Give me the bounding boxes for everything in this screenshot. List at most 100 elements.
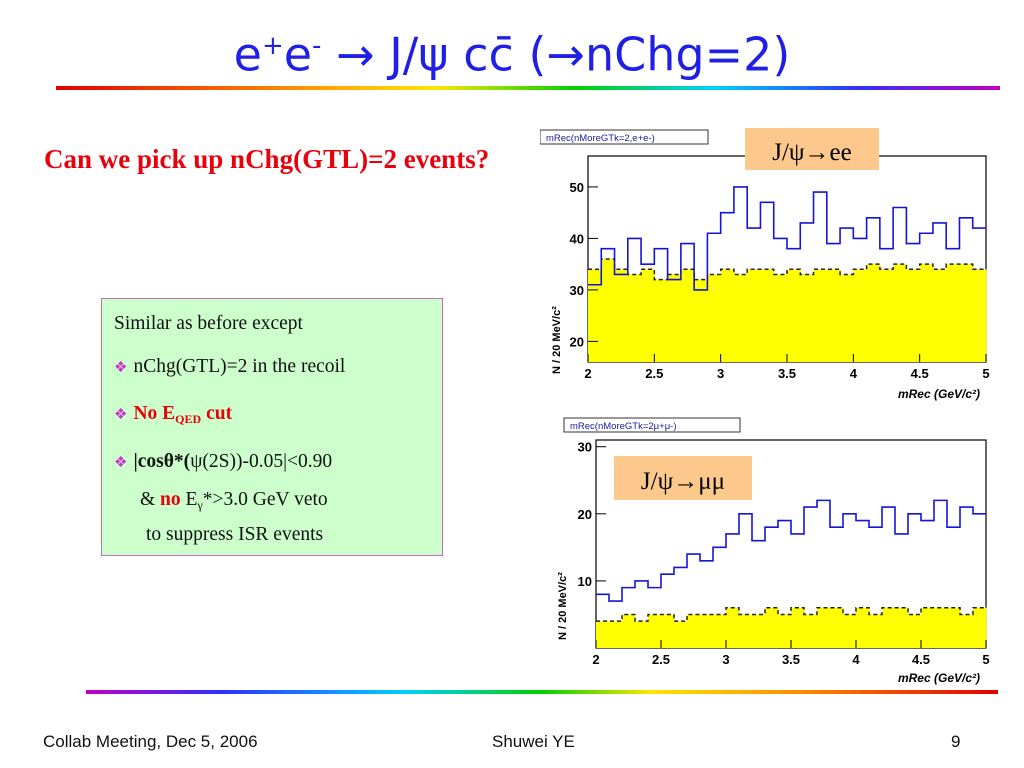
background-bin <box>726 607 740 648</box>
background-bin <box>752 614 766 648</box>
decay-label: J/ψ→μμ <box>641 468 725 495</box>
background-bin <box>946 264 960 362</box>
background-bin <box>908 614 922 648</box>
background-bin <box>934 607 948 648</box>
background-bin <box>879 269 894 362</box>
background-bin <box>906 269 921 362</box>
box-line-6: to suppress ISR events <box>146 524 324 545</box>
y-axis-label: N / 20 MeV/c² <box>557 572 569 640</box>
background-bin <box>972 269 987 362</box>
footer-page-number: 9 <box>951 732 961 751</box>
x-tick-label: 5 <box>982 652 989 667</box>
background-bin <box>720 269 735 362</box>
background-bin <box>596 621 610 648</box>
box-line-2: ❖ nChg(GTL)=2 in the recoil <box>114 356 345 378</box>
background-bin <box>843 614 857 648</box>
x-tick-label: 4.5 <box>911 366 929 381</box>
background-bin <box>760 269 775 362</box>
background-bin <box>713 614 727 648</box>
x-tick-label: 3.5 <box>778 366 796 381</box>
background-bin <box>882 607 896 648</box>
diamond-bullet-icon: ❖ <box>114 360 128 376</box>
hist-title: mRec(nMoreGTk=2μ+μ-) <box>570 421 677 432</box>
amp: & <box>140 489 161 510</box>
box-line-3: ❖ No EQED cut <box>114 403 232 427</box>
psi-cut: ψ(2S))-0.05|<0.90 <box>190 451 333 472</box>
background-bin <box>791 607 805 648</box>
y-tick-label: 50 <box>570 180 584 195</box>
y-tick-label: 40 <box>570 231 584 246</box>
abs-open: | <box>133 451 138 472</box>
eqed-cut: cut <box>201 403 233 424</box>
title-arrow-2: → <box>546 27 585 82</box>
y-ticks: 20 30 40 50 <box>570 180 598 349</box>
x-tick-label: 4 <box>850 366 858 381</box>
criteria-box: Similar as before except ❖ nChg(GTL)=2 in… <box>101 298 443 556</box>
background-bin <box>765 607 779 648</box>
background-bin <box>707 274 722 362</box>
background-bin <box>840 274 854 362</box>
background-bin <box>787 269 801 362</box>
decay-label: J/ψ→ee <box>772 139 852 166</box>
e-gamma: E <box>180 489 198 510</box>
x-tick-label: 2 <box>584 366 591 381</box>
title-e2: e <box>283 27 313 82</box>
background-bin <box>609 621 623 648</box>
background-bin <box>641 269 655 362</box>
y-tick-label: 30 <box>570 283 584 298</box>
background-bin <box>622 614 636 648</box>
x-tick-label: 3.5 <box>782 652 800 667</box>
bottom-divider <box>86 690 998 694</box>
box-line-5: & no Eγ*>3.0 GeV veto <box>140 489 328 513</box>
cos-label: cos <box>137 451 164 472</box>
background-bin <box>830 607 844 648</box>
x-ticks: 2 2.5 3 3.5 4 4.5 5 <box>584 354 990 381</box>
x-tick-label: 2.5 <box>645 366 663 381</box>
slide-title: e+e- → J/ψ cc̄ (→nChg=2) <box>0 18 1024 82</box>
background-bin <box>687 614 701 648</box>
box-line-1: Similar as before except <box>114 313 303 334</box>
footer-meeting: Collab Meeting, Dec 5, 2006 <box>43 732 258 751</box>
box-line-2-text: nChg(GTL)=2 in the recoil <box>133 356 346 377</box>
background-bin <box>826 269 841 362</box>
x-tick-label: 4 <box>852 652 860 667</box>
no-eqed: No E <box>133 403 176 424</box>
x-axis-label: mRec (GeV/c²) <box>898 671 980 685</box>
x-tick-label: 2.5 <box>652 652 670 667</box>
plot-bars <box>588 186 987 362</box>
background-bin <box>813 269 828 362</box>
background-bin <box>959 264 974 362</box>
background-bin <box>960 614 974 648</box>
diamond-bullet-icon: ❖ <box>114 455 128 471</box>
box-line-4: ❖ |cosθ*(ψ(2S))-0.05|<0.90 <box>114 451 332 473</box>
plot-jpsi-ee: mRec(nMoreGTk=2,e+e-) 2 2.5 3 3.5 4 4.5 5 20 30… <box>540 128 990 401</box>
background-outline <box>588 258 986 281</box>
background-bin <box>893 264 907 362</box>
background-bin <box>804 614 818 648</box>
diamond-bullet-icon: ❖ <box>114 407 128 423</box>
title-sup2: - <box>312 31 322 61</box>
background-bin <box>866 264 881 362</box>
question-text: Can we pick up nChg(GTL)=2 events? <box>44 144 490 174</box>
data-histogram <box>596 499 986 602</box>
background-outline <box>596 606 986 622</box>
background-bin <box>627 274 642 362</box>
background-bin <box>733 274 748 362</box>
y-ticks: 10 20 30 <box>578 440 606 589</box>
background-bin <box>947 607 961 648</box>
background-bin <box>588 269 602 362</box>
y-tick-label: 10 <box>578 574 592 589</box>
background-bin <box>614 269 629 362</box>
x-ticks: 2 2.5 3 3.5 4 4.5 5 <box>592 640 990 667</box>
background-bin <box>667 274 682 362</box>
decay-label-box <box>745 128 879 170</box>
x-tick-label: 2 <box>592 652 599 667</box>
background-bin <box>973 607 987 648</box>
title-sup1: + <box>261 31 284 61</box>
background-bin <box>694 279 708 362</box>
background-bin <box>869 614 883 648</box>
background-bin <box>817 607 831 648</box>
data-histogram <box>588 186 986 291</box>
title-arrow: → <box>336 27 375 82</box>
background-bin <box>778 614 792 648</box>
